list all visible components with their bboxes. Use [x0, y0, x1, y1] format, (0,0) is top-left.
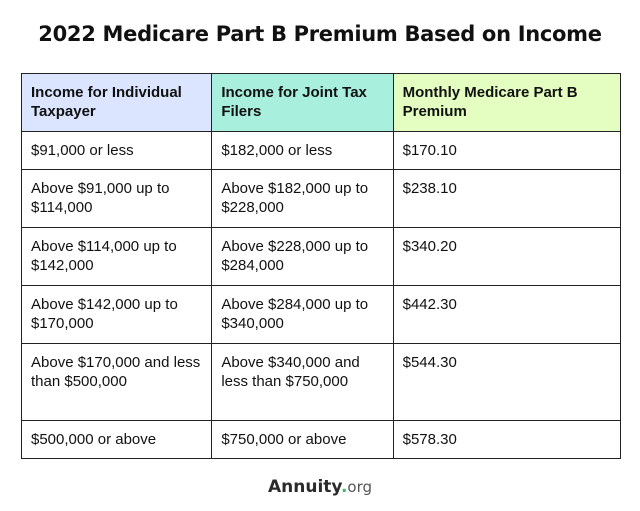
table-row: Above $114,000 up to $142,000 Above $228…	[20, 227, 622, 286]
cell-individual-income: Above $91,000 up to $114,000	[20, 169, 213, 228]
cell-monthly-premium: $170.10	[392, 131, 622, 170]
cell-monthly-premium: $578.30	[392, 420, 622, 459]
table-row: Above $91,000 up to $114,000 Above $182,…	[20, 169, 622, 228]
brand-tld: org	[347, 478, 373, 496]
table-row: $91,000 or less $182,000 or less $170.10	[20, 131, 622, 170]
cell-individual-income: Above $170,000 and less than $500,000	[20, 343, 213, 421]
cell-individual-income: Above $114,000 up to $142,000	[20, 227, 213, 286]
cell-monthly-premium: $238.10	[392, 169, 622, 228]
annuity-logo: Annuity.org	[0, 477, 640, 497]
cell-joint-income: Above $182,000 up to $228,000	[211, 169, 394, 228]
header-joint-income: Income for Joint Tax Filers	[211, 73, 394, 132]
cell-joint-income: Above $228,000 up to $284,000	[211, 227, 394, 286]
table-header-row: Income for Individual Taxpayer Income fo…	[20, 73, 622, 132]
cell-joint-income: $182,000 or less	[211, 131, 394, 170]
cell-joint-income: Above $284,000 up to $340,000	[211, 285, 394, 344]
cell-individual-income: Above $142,000 up to $170,000	[20, 285, 213, 344]
cell-monthly-premium: $340.20	[392, 227, 622, 286]
header-individual-income: Income for Individual Taxpayer	[20, 73, 213, 132]
cell-monthly-premium: $442.30	[392, 285, 622, 344]
cell-joint-income: Above $340,000 and less than $750,000	[211, 343, 394, 421]
cell-individual-income: $91,000 or less	[20, 131, 213, 170]
cell-individual-income: $500,000 or above	[20, 420, 213, 459]
brand-dot: .	[340, 477, 348, 497]
table-row: Above $170,000 and less than $500,000 Ab…	[20, 343, 622, 421]
table-row: Above $142,000 up to $170,000 Above $284…	[20, 285, 622, 344]
header-monthly-premium: Monthly Medicare Part B Premium	[392, 73, 622, 132]
page-title: 2022 Medicare Part B Premium Based on In…	[38, 22, 602, 46]
premium-table: Income for Individual Taxpayer Income fo…	[20, 73, 622, 459]
table-row: $500,000 or above $750,000 or above $578…	[20, 420, 622, 459]
cell-monthly-premium: $544.30	[392, 343, 622, 421]
brand-name: Annuity	[267, 477, 341, 497]
cell-joint-income: $750,000 or above	[211, 420, 394, 459]
